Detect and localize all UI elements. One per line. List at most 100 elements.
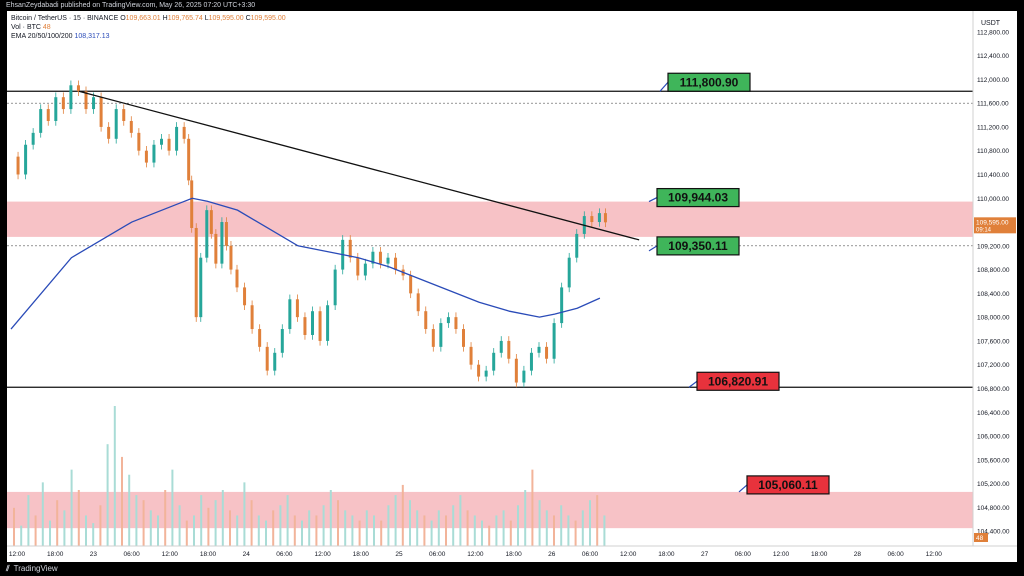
volume-bar: [265, 520, 267, 546]
callout-pointer: [648, 197, 658, 203]
candle: [167, 138, 171, 151]
volume-bar: [365, 510, 368, 546]
candle: [552, 323, 556, 359]
x-tick-label: 12:00: [467, 551, 484, 558]
candle: [431, 329, 435, 347]
price-callout: 105,060.11: [738, 475, 830, 495]
y-tick-label: 108,000.00: [977, 315, 1010, 322]
candle: [484, 370, 488, 377]
callout-label: 109,350.11: [668, 239, 728, 253]
ema-value: 108,317.13: [74, 33, 110, 40]
candle: [39, 109, 43, 133]
volume-bar: [106, 444, 109, 546]
candle: [303, 317, 307, 335]
volume-bar: [27, 495, 30, 546]
volume-bar: [293, 515, 296, 546]
y-tick-label: 112,800.00: [977, 29, 1009, 36]
candle: [499, 340, 503, 353]
descending-trendline: [78, 90, 640, 241]
volume-bar: [257, 515, 260, 546]
candle: [182, 126, 186, 139]
callout-label: 105,060.11: [758, 478, 818, 492]
candle: [295, 299, 299, 318]
candle: [99, 97, 103, 127]
volume-bar: [20, 525, 23, 546]
volume-bar: [149, 510, 152, 546]
candle: [190, 180, 194, 228]
volume-bar: [229, 510, 231, 546]
volume-bar: [524, 490, 527, 546]
candle: [54, 97, 58, 121]
x-tick-label: 23: [90, 551, 98, 558]
candle: [529, 352, 533, 371]
price-callout: 109,350.11: [648, 236, 740, 256]
volume-bar: [560, 505, 563, 546]
x-tick-label: 06:00: [276, 551, 293, 558]
candle: [258, 329, 262, 347]
y-tick-label: 110,000.00: [977, 196, 1009, 203]
ohlc-value: 109,595.00: [208, 15, 244, 22]
candle: [537, 346, 541, 353]
callout-pointer: [738, 484, 748, 493]
price-axis: [973, 11, 1017, 546]
y-tick-label: 106,400.00: [977, 410, 1010, 417]
callout-box: [656, 187, 740, 208]
volume-bar: [77, 490, 80, 546]
callout-pointer: [648, 245, 658, 252]
x-tick-label: 12:00: [314, 551, 331, 558]
volume-bar: [603, 515, 606, 546]
volume-bar: [329, 490, 332, 546]
volume-bar: [34, 515, 37, 546]
candle: [243, 287, 247, 306]
candle: [424, 311, 428, 330]
volume-bar: [589, 500, 591, 546]
y-tick-label: 104,800.00: [977, 505, 1010, 512]
volume-bar: [99, 505, 102, 546]
candle: [214, 233, 218, 264]
callout-box: [656, 236, 740, 256]
candle: [446, 317, 450, 324]
y-tick-label: 112,000.00: [977, 77, 1009, 84]
candle: [454, 317, 458, 330]
volume-label: Vol · BTC: [11, 24, 41, 31]
symbol-name: Bitcoin / TetherUS · 15 · BINANCE: [11, 15, 119, 22]
candle: [235, 269, 239, 288]
volume-bar: [337, 500, 339, 546]
y-tick-label: 106,000.00: [977, 434, 1010, 441]
volume-value: 48: [42, 24, 51, 31]
publisher-bar: EhsanZeydabadi published on TradingView.…: [0, 0, 1024, 11]
volume-bar: [517, 505, 519, 546]
support-resistance-zone: [7, 201, 973, 237]
y-tick-label: 105,200.00: [977, 481, 1010, 488]
ema-line: [10, 197, 601, 330]
candle: [209, 210, 213, 234]
candle: [590, 216, 594, 223]
y-tick-label: 112,400.00: [977, 53, 1009, 60]
callout-pointer: [659, 81, 669, 92]
ohlc-value: 109,765.74: [167, 15, 203, 22]
candle: [137, 132, 141, 151]
volume-bar: [121, 456, 123, 546]
candle: [24, 144, 28, 175]
candle: [61, 97, 65, 110]
candle: [187, 138, 191, 181]
x-tick-label: 24: [243, 551, 251, 558]
volume-bar: [416, 510, 419, 546]
volume-bar: [135, 495, 138, 546]
y-tick-label: 110,800.00: [977, 148, 1009, 155]
x-tick-label: 12:00: [162, 551, 179, 558]
callout-box: [696, 371, 780, 391]
candle: [492, 352, 496, 371]
volume-bar: [207, 507, 210, 546]
x-tick-label: 28: [854, 551, 862, 558]
candle: [129, 120, 133, 133]
candle: [205, 210, 209, 258]
candle: [84, 91, 88, 110]
candle: [199, 257, 203, 318]
candle: [69, 85, 73, 110]
volume-bar: [157, 515, 159, 546]
volume-bar: [445, 515, 447, 546]
volume-bar: [193, 515, 195, 546]
